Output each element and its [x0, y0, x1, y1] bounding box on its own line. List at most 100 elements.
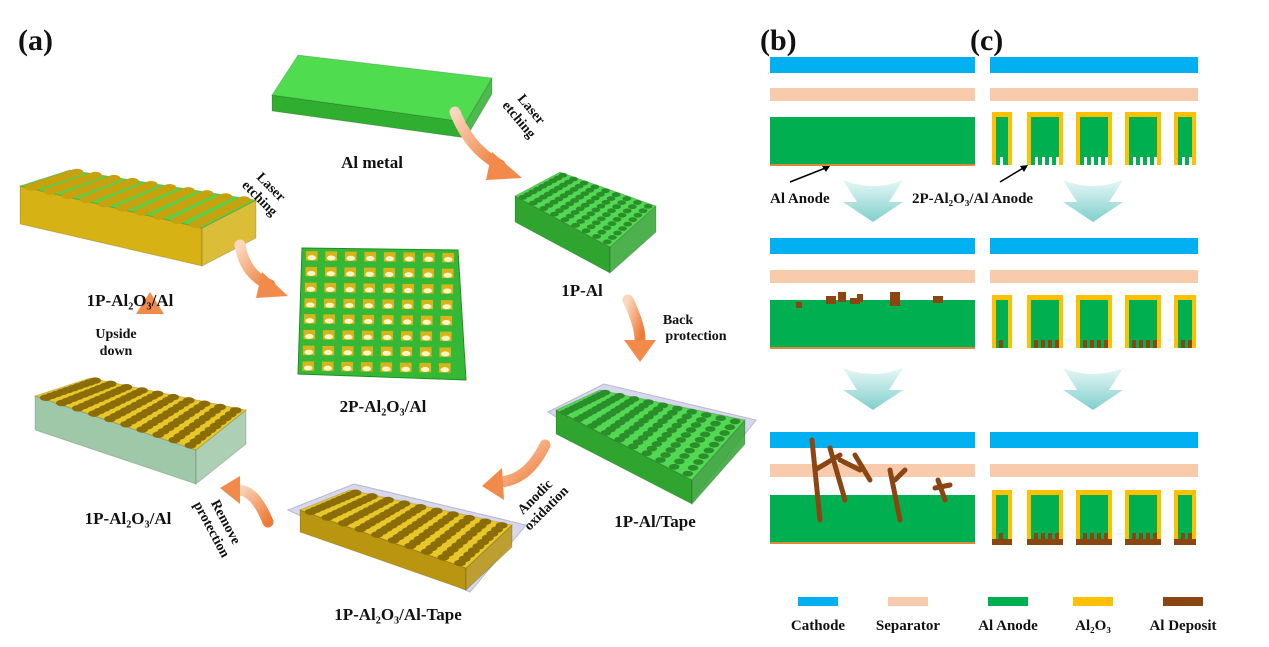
al-deposit	[850, 298, 860, 304]
pore-bottom	[443, 256, 453, 263]
al-deposit	[1041, 533, 1045, 543]
step-upside-down: Upside down	[95, 327, 136, 359]
1p-al-tape-block	[546, 383, 757, 506]
al-deposit	[1153, 340, 1157, 348]
pore	[585, 199, 595, 205]
pore-bottom	[403, 303, 413, 309]
pore	[570, 210, 580, 215]
pore	[591, 220, 601, 226]
pore	[560, 204, 569, 210]
pore-bottom	[326, 271, 336, 277]
grid-frame	[297, 247, 467, 381]
pore	[724, 424, 736, 431]
al-deposit	[1132, 340, 1136, 348]
pore	[710, 420, 721, 427]
al-deposit	[1181, 533, 1185, 543]
pore	[680, 432, 692, 438]
pore	[623, 221, 633, 227]
pore-bottom	[384, 271, 394, 278]
al-deposit	[796, 302, 802, 308]
pore	[591, 207, 601, 213]
pore-bottom	[422, 303, 432, 310]
al-dendrite	[812, 452, 843, 473]
pore	[622, 208, 632, 214]
pore	[638, 208, 648, 214]
arrow-laser-etching-1	[449, 106, 522, 180]
al-deposit	[1181, 340, 1185, 348]
cathode-layer-c	[990, 432, 1198, 448]
pore	[684, 447, 695, 454]
pore	[430, 507, 443, 515]
al-deposit	[933, 296, 943, 303]
legend-label: Al Deposit	[1149, 618, 1216, 634]
al-deposit	[1104, 533, 1108, 543]
pore	[182, 397, 195, 404]
pore	[699, 431, 711, 438]
pore-bottom	[401, 366, 411, 372]
cathode-layer-c	[990, 57, 1198, 73]
cathode-layer-b	[770, 432, 975, 448]
pore	[136, 387, 148, 394]
pore-bottom	[441, 335, 451, 341]
nano-pore	[1147, 157, 1150, 165]
pore	[657, 402, 669, 409]
pore-bottom	[323, 349, 333, 356]
pore-bottom	[364, 287, 374, 293]
al-deposit	[1083, 340, 1087, 348]
al-deposit	[857, 294, 863, 302]
pore-bottom	[443, 272, 453, 278]
pore-bottom	[382, 350, 392, 356]
al-deposit	[1146, 533, 1150, 543]
al-deposit	[1139, 533, 1143, 543]
al-deposit	[992, 539, 1012, 545]
step-text: Back	[663, 313, 694, 328]
nano-pore	[1105, 157, 1108, 165]
pore	[686, 408, 698, 415]
pore	[661, 431, 673, 438]
pore	[163, 184, 177, 192]
pore	[479, 518, 492, 525]
pore	[665, 447, 676, 453]
pore-bottom	[384, 287, 394, 293]
separator-layer-b	[770, 464, 975, 477]
separator-layer-c	[990, 270, 1198, 283]
al-deposit	[1090, 533, 1094, 543]
nano-pore	[1140, 157, 1143, 165]
al-anode-pillar	[1178, 117, 1192, 165]
pore	[590, 184, 600, 190]
nano-pore	[1084, 157, 1087, 165]
pore	[571, 222, 580, 228]
pore	[656, 436, 668, 443]
pore	[690, 422, 702, 428]
pore	[646, 445, 658, 452]
pore	[382, 496, 394, 504]
legend-label: Separator	[876, 618, 940, 634]
label-1p-al-tape: 1P-Al/Tape	[614, 512, 696, 531]
pore-bottom	[324, 318, 334, 324]
al-deposit	[1146, 340, 1150, 348]
nano-pore	[1049, 157, 1052, 165]
pore	[660, 452, 671, 458]
pore	[676, 418, 688, 424]
pore	[662, 414, 673, 420]
pore	[698, 453, 709, 460]
pore-bottom	[345, 271, 355, 277]
arrow-down-b-1	[843, 180, 903, 222]
pore	[674, 458, 685, 465]
annotation-arrow-c	[999, 166, 1026, 183]
pore	[575, 194, 585, 200]
arrowhead-icon	[624, 340, 656, 362]
pore-bottom	[383, 319, 393, 325]
pore	[555, 208, 564, 214]
1p-al2o3-al-tape-block	[286, 483, 527, 593]
al-metal-block	[271, 54, 493, 140]
al-deposit	[1174, 539, 1196, 545]
2p-al2o3-al-block	[297, 247, 467, 381]
pore-bottom	[442, 304, 452, 310]
pore	[637, 435, 649, 441]
pore-bottom	[343, 350, 353, 356]
step-text: Upside	[95, 327, 136, 342]
al-deposit	[1104, 340, 1108, 348]
al-deposit	[1027, 539, 1063, 545]
